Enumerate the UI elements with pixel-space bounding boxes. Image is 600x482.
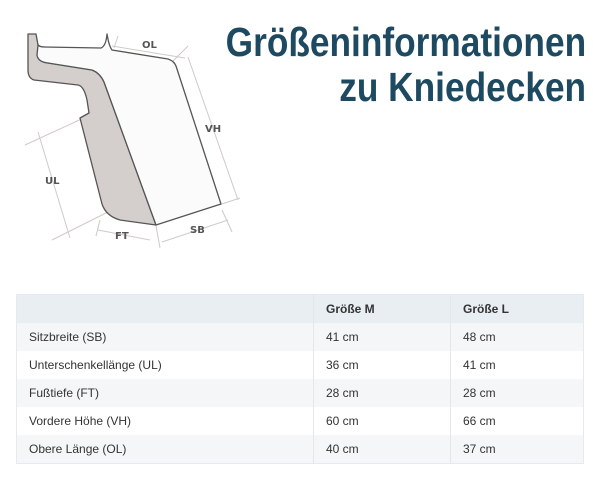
row-label: Obere Länge (OL) xyxy=(16,435,314,464)
dimension-lines xyxy=(24,35,241,249)
row-label: Fußtiefe (FT) xyxy=(16,379,314,407)
header-size-m: Größe M xyxy=(313,294,451,323)
value-l: 48 cm xyxy=(450,323,584,351)
table-row: Vordere Höhe (VH) 60 cm 66 cm xyxy=(16,407,584,435)
title-line-2: zu Kniedecken xyxy=(339,64,586,110)
label-vh: VH xyxy=(205,124,221,135)
value-m: 36 cm xyxy=(313,351,451,379)
label-ul: UL xyxy=(45,176,60,187)
knee-blanket-diagram: OL VH UL FT SB xyxy=(24,33,241,249)
label-ol: OL xyxy=(142,40,158,51)
table-row: Obere Länge (OL) 40 cm 37 cm xyxy=(16,435,584,464)
table-row: Unterschenkellänge (UL) 36 cm 41 cm xyxy=(16,351,584,379)
label-sb: SB xyxy=(190,225,205,236)
value-l: 37 cm xyxy=(450,435,584,464)
header-empty xyxy=(16,294,314,323)
table-row: Sitzbreite (SB) 41 cm 48 cm xyxy=(16,323,584,351)
header-size-l: Größe L xyxy=(450,294,584,323)
value-m: 40 cm xyxy=(313,435,451,464)
value-l: 66 cm xyxy=(450,407,584,435)
value-l: 28 cm xyxy=(450,379,584,407)
value-m: 41 cm xyxy=(313,323,451,351)
value-m: 28 cm xyxy=(313,379,451,407)
row-label: Sitzbreite (SB) xyxy=(16,323,314,351)
size-table: Größe M Größe L Sitzbreite (SB) 41 cm 48… xyxy=(16,294,584,464)
value-l: 41 cm xyxy=(450,351,584,379)
page-title: Größeninformationen zu Kniedecken xyxy=(226,20,586,110)
table-header-row: Größe M Größe L xyxy=(16,294,584,323)
row-label: Unterschenkellänge (UL) xyxy=(16,351,314,379)
value-m: 60 cm xyxy=(313,407,451,435)
label-ft: FT xyxy=(115,231,129,242)
table-row: Fußtiefe (FT) 28 cm 28 cm xyxy=(16,379,584,407)
row-label: Vordere Höhe (VH) xyxy=(16,407,314,435)
title-line-1: Größeninformationen xyxy=(225,19,586,65)
front-panel-shape xyxy=(36,33,222,226)
